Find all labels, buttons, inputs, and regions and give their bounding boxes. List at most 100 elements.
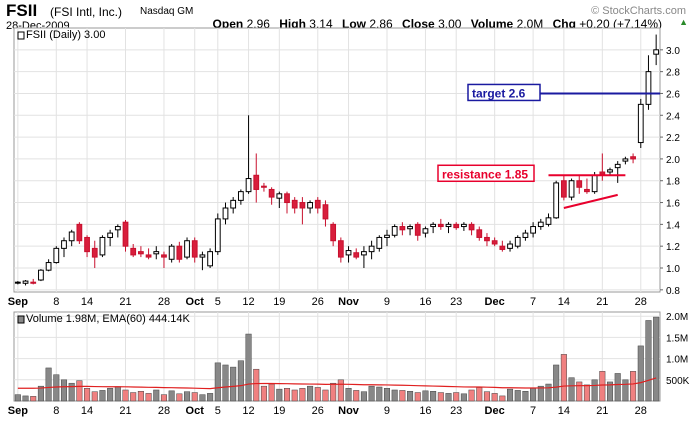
volume-bar — [37, 385, 44, 402]
volume-bar — [507, 388, 514, 402]
volume-x-tick-label: 9 — [384, 405, 390, 417]
candle-body — [414, 223, 421, 236]
volume-bar — [422, 390, 429, 402]
volume-bar — [407, 391, 414, 402]
candle-body — [453, 223, 460, 229]
volume-bar — [545, 383, 552, 402]
candle-body — [38, 269, 44, 281]
candle-body — [68, 231, 75, 242]
candle-body — [361, 251, 367, 256]
candle-body — [76, 223, 83, 242]
volume-bar — [530, 388, 537, 402]
volume-bar — [645, 320, 652, 402]
candle-body — [291, 199, 298, 209]
brand-watermark: © StockCharts.com — [591, 5, 686, 17]
volume-bar — [199, 394, 206, 402]
volume-bar — [583, 384, 590, 402]
volume-bar — [383, 388, 391, 402]
volume-bar — [360, 391, 367, 402]
candle-body — [122, 221, 129, 247]
candle-legend-icon — [17, 31, 25, 40]
candle-body — [91, 247, 98, 258]
candle-body — [560, 180, 567, 198]
candle-body — [322, 204, 329, 220]
price-y-tick-label: 1.8 — [666, 177, 680, 188]
volume-bar — [114, 386, 121, 402]
candle-body — [84, 236, 90, 253]
candle-body — [207, 251, 213, 267]
volume-bar — [568, 377, 575, 402]
candle-body — [422, 228, 429, 234]
candle-body — [584, 188, 590, 193]
volume-bar — [522, 391, 529, 402]
price-y-tick-label: 2.2 — [666, 133, 680, 144]
volume-x-tick-label: 5 — [215, 405, 221, 417]
candle-body — [384, 234, 390, 238]
price-y-tick-label: 3.0 — [666, 46, 680, 57]
volume-bar — [84, 388, 91, 402]
price-x-tick-label: 12 — [242, 296, 254, 308]
volume-bar — [122, 389, 129, 402]
volume-x-tick-label: 21 — [119, 405, 131, 417]
candle-body — [399, 226, 406, 231]
volume-bar — [207, 393, 214, 402]
candle-body — [61, 240, 67, 249]
candle-body — [237, 191, 244, 201]
candle-body — [530, 226, 536, 234]
price-x-tick-label: 16 — [419, 296, 431, 308]
volume-bar — [330, 382, 337, 402]
candle-body — [276, 193, 283, 199]
volume-x-tick-label: 21 — [596, 405, 608, 417]
target-label: target 2.6 — [472, 86, 526, 100]
volume-x-tick-label: 28 — [635, 405, 647, 417]
price-x-tick-label: 8 — [53, 296, 59, 308]
volume-bar — [137, 391, 144, 402]
volume-bar — [53, 374, 60, 402]
volume-y-tick-label: 500K — [666, 376, 690, 387]
volume-bar — [68, 382, 75, 402]
price-y-tick-label: 2.4 — [666, 111, 680, 122]
volume-bar — [268, 383, 275, 402]
volume-bar — [399, 390, 406, 402]
volume-bar — [145, 393, 152, 402]
volume-bar — [130, 392, 137, 402]
volume-panel-title: Volume 1.98M, EMA(60) 444.14K — [26, 313, 190, 325]
candle-body — [622, 158, 629, 162]
candle-body — [637, 103, 644, 144]
price-x-tick-label: 19 — [273, 296, 285, 308]
candle-body — [30, 281, 37, 284]
exchange: Nasdaq GM — [140, 6, 194, 17]
volume-x-tick-label: 7 — [530, 405, 536, 417]
price-x-tick-label: 9 — [384, 296, 390, 308]
candle-body — [514, 236, 521, 247]
volume-bar — [337, 379, 344, 402]
volume-bar — [322, 389, 329, 402]
candle-body — [353, 252, 360, 258]
volume-bar — [176, 393, 183, 402]
candle-body — [176, 245, 183, 260]
symbol: FSII — [6, 1, 38, 20]
price-x-tick-label: 21 — [596, 296, 608, 308]
volume-bar — [468, 389, 475, 402]
volume-bar — [45, 367, 52, 402]
candle-body — [230, 199, 237, 209]
volume-y-tick-label: 1.5M — [666, 333, 688, 344]
volume-bar — [414, 392, 421, 402]
candle-body — [437, 223, 444, 228]
candle-body — [214, 218, 221, 253]
volume-bar — [430, 391, 437, 402]
candle-body — [491, 240, 498, 245]
volume-bar — [599, 371, 606, 402]
candle-body — [553, 182, 560, 219]
volume-bar — [437, 392, 444, 402]
volume-bar — [537, 385, 544, 402]
candle-body — [107, 232, 114, 238]
volume-bar — [622, 379, 629, 402]
candle-body — [653, 49, 660, 55]
volume-bar — [630, 371, 637, 402]
volume-bar — [499, 395, 506, 402]
candle-body — [576, 180, 583, 188]
volume-x-tick-label: 8 — [53, 405, 59, 417]
candle-body — [630, 156, 636, 160]
support-trendline — [563, 193, 618, 209]
